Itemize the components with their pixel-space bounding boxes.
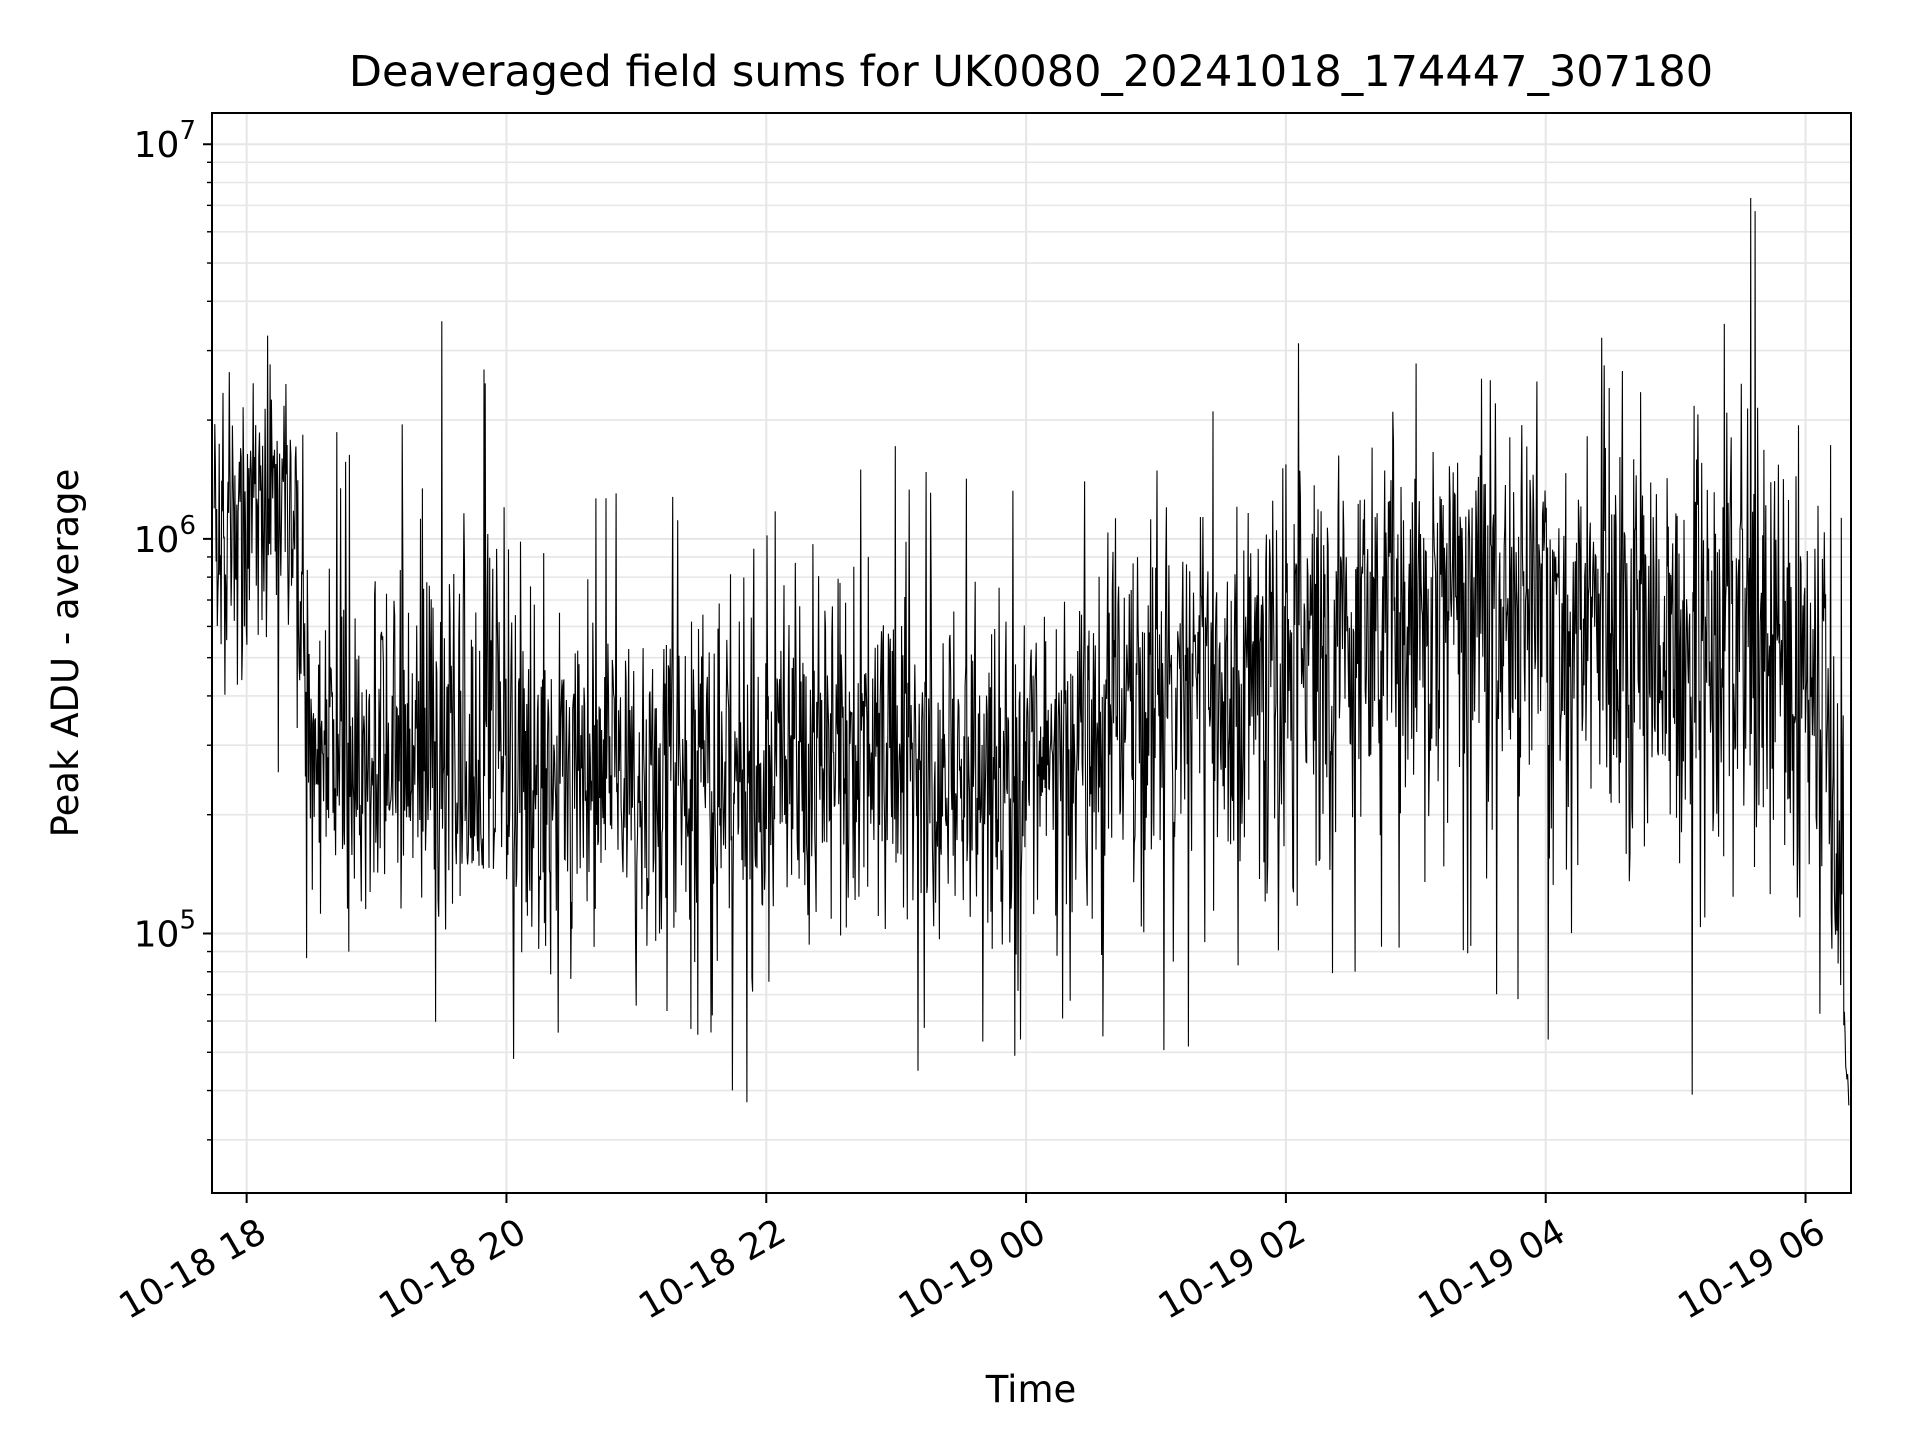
plot-frame — [211, 112, 1852, 1194]
data-series-line — [213, 197, 1850, 1106]
trace-layer — [213, 197, 1850, 1106]
y-tick-label: 107 — [134, 116, 196, 166]
y-axis-label: Peak ADU - average — [44, 469, 87, 838]
y-tick-label: 106 — [134, 511, 196, 561]
y-tick-exponent: 7 — [179, 116, 196, 146]
chart-title: Deaveraged field sums for UK0080_2024101… — [349, 47, 1713, 97]
x-tick-label: 10-18 18 — [112, 1211, 273, 1327]
x-tick-label: 10-19 06 — [1671, 1211, 1832, 1327]
y-tick-exponent: 5 — [179, 906, 196, 936]
x-tick-label: 10-18 20 — [372, 1211, 533, 1327]
x-tick-label: 10-19 02 — [1152, 1211, 1313, 1327]
x-tick-label: 10-19 00 — [892, 1211, 1053, 1327]
x-tick-layer: 10-18 18 10-18 20 10-18 22 10-19 00 10-19 02… — [112, 1193, 1832, 1328]
y-tick-layer: 105 106 107 — [134, 116, 212, 1141]
y-tick-label: 105 — [134, 906, 196, 956]
x-tick-label: 10-18 22 — [632, 1211, 793, 1327]
y-tick-exponent: 6 — [179, 511, 196, 541]
x-axis-label: Time — [985, 1368, 1077, 1411]
x-tick-label: 10-19 04 — [1412, 1211, 1573, 1327]
